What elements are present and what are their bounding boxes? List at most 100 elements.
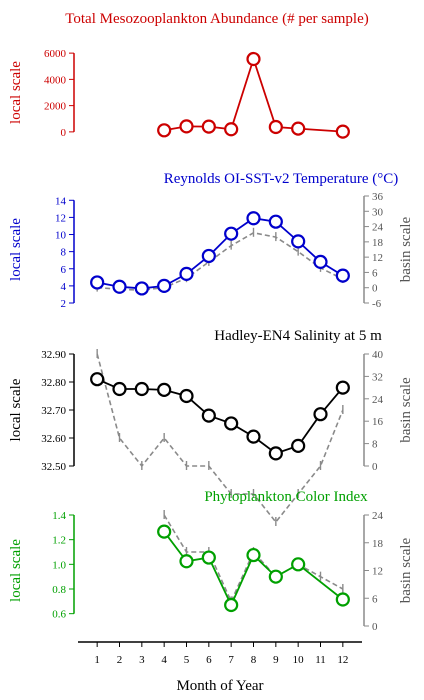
- y2-axis-label: basin scale: [398, 377, 414, 443]
- local-series-line: [163, 531, 344, 608]
- data-point: [246, 211, 261, 226]
- data-point: [246, 547, 261, 563]
- y-tick-label: 0.6: [52, 609, 66, 621]
- data-point: [335, 380, 350, 395]
- x-tick-label: 2: [117, 654, 123, 666]
- data-point: [179, 266, 194, 281]
- x-tick-label: 6: [206, 654, 212, 666]
- y2-tick-label: 8: [372, 439, 378, 451]
- y2-tick-label: 24: [372, 222, 384, 234]
- x-axis-label: Month of Year: [176, 678, 263, 694]
- data-point: [335, 592, 350, 607]
- y2-axis-label: basin scale: [398, 537, 414, 603]
- data-point: [291, 121, 306, 136]
- data-point: [224, 416, 239, 431]
- y2-tick-label: 32: [372, 371, 383, 383]
- data-point: [157, 278, 172, 293]
- data-point: [268, 569, 283, 584]
- x-tick-label: 1: [94, 654, 100, 666]
- x-tick-label: 5: [184, 654, 190, 666]
- y-tick-label: 0: [61, 127, 67, 139]
- y2-tick-label: 16: [372, 416, 384, 428]
- y2-tick-label: 0: [372, 283, 378, 295]
- chart-panel-2: Reynolds OI-SST-v2 Temperature (°C)24681…: [8, 171, 414, 310]
- chart-panel-3: Hadley-EN4 Salinity at 5 m 32.50 32.60 32.7…: [8, 328, 414, 526]
- data-point: [291, 234, 306, 249]
- y-tick-label: 10: [55, 230, 67, 242]
- x-tick-label: 10: [293, 654, 305, 666]
- y-tick-label: 12: [55, 212, 66, 224]
- x-tick-label: 4: [161, 654, 167, 666]
- data-point: [313, 407, 328, 422]
- local-series-line: [96, 217, 344, 290]
- data-point: [201, 119, 216, 134]
- data-point: [291, 438, 306, 453]
- y2-tick-label: 12: [372, 566, 383, 578]
- data-point: [268, 119, 283, 135]
- panel-title: Total Mesozooplankton Abundance (# per s…: [65, 11, 368, 27]
- basin-series-line: [97, 231, 344, 291]
- y2-tick-label: 12: [372, 252, 383, 264]
- x-tick-label: 8: [251, 654, 257, 666]
- data-point: [335, 268, 350, 283]
- y2-tick-label: 18: [372, 538, 384, 550]
- data-point: [90, 275, 105, 290]
- data-point: [335, 124, 350, 139]
- y2-tick-label: 6: [372, 593, 378, 605]
- local-series-line: [96, 378, 344, 455]
- y-tick-label: 1.2: [52, 535, 66, 547]
- y-tick-label: 1.0: [52, 559, 66, 571]
- data-point: [112, 381, 127, 397]
- y-axis-label: local scale: [8, 539, 24, 602]
- data-point: [224, 597, 239, 613]
- x-tick-label: 3: [139, 654, 145, 666]
- y2-tick-label: 30: [372, 206, 384, 218]
- y-tick-label: 32.60: [41, 433, 66, 445]
- y2-tick-label: 0: [372, 461, 378, 473]
- basin-series-line: [163, 514, 344, 604]
- y2-tick-label: 36: [372, 191, 384, 203]
- panel-title: Hadley-EN4 Salinity at 5 m: [214, 328, 382, 344]
- data-point: [246, 429, 261, 444]
- panel-title: Reynolds OI-SST-v2 Temperature (°C): [164, 171, 399, 187]
- y-axis-label: local scale: [8, 378, 24, 441]
- y-tick-label: 32.80: [41, 377, 66, 389]
- y2-tick-label: 40: [372, 349, 384, 361]
- x-tick-label: 11: [315, 654, 326, 666]
- data-point: [90, 372, 105, 387]
- y-tick-label: 6: [61, 264, 67, 276]
- data-point: [224, 122, 239, 137]
- y-tick-label: 6000: [44, 48, 67, 60]
- x-tick-label: 9: [273, 654, 279, 666]
- data-point: [201, 248, 216, 264]
- y-tick-label: 4000: [44, 74, 67, 86]
- data-point: [291, 557, 306, 572]
- y-tick-label: 14: [55, 195, 67, 207]
- y-tick-label: 4: [61, 281, 67, 293]
- data-point: [134, 281, 149, 296]
- data-point: [157, 382, 172, 397]
- data-point: [201, 550, 216, 565]
- y-axis-label: local scale: [8, 61, 24, 124]
- y2-tick-label: 24: [372, 510, 384, 522]
- data-point: [179, 388, 194, 404]
- data-point: [268, 214, 283, 229]
- data-point: [157, 524, 172, 539]
- y-tick-label: 8: [61, 247, 67, 259]
- data-point: [313, 254, 328, 270]
- y-tick-label: 1.4: [52, 510, 66, 522]
- y2-axis-label: basin scale: [398, 216, 414, 282]
- y-tick-label: 0.8: [52, 584, 66, 596]
- y2-tick-label: 18: [372, 237, 384, 249]
- y2-tick-label: 0: [372, 621, 378, 633]
- data-point: [112, 279, 127, 294]
- y-tick-label: 2: [61, 298, 67, 310]
- y-tick-label: 32.50: [41, 461, 66, 473]
- panel-title: Phytoplankton Color Index: [204, 489, 368, 505]
- data-point: [201, 408, 216, 423]
- data-point: [134, 381, 149, 397]
- chart-panel-4: Phytoplankton Color Index 0.6 0.8 1.0 1.2 1.4…: [8, 489, 414, 633]
- y2-tick-label: 24: [372, 394, 384, 406]
